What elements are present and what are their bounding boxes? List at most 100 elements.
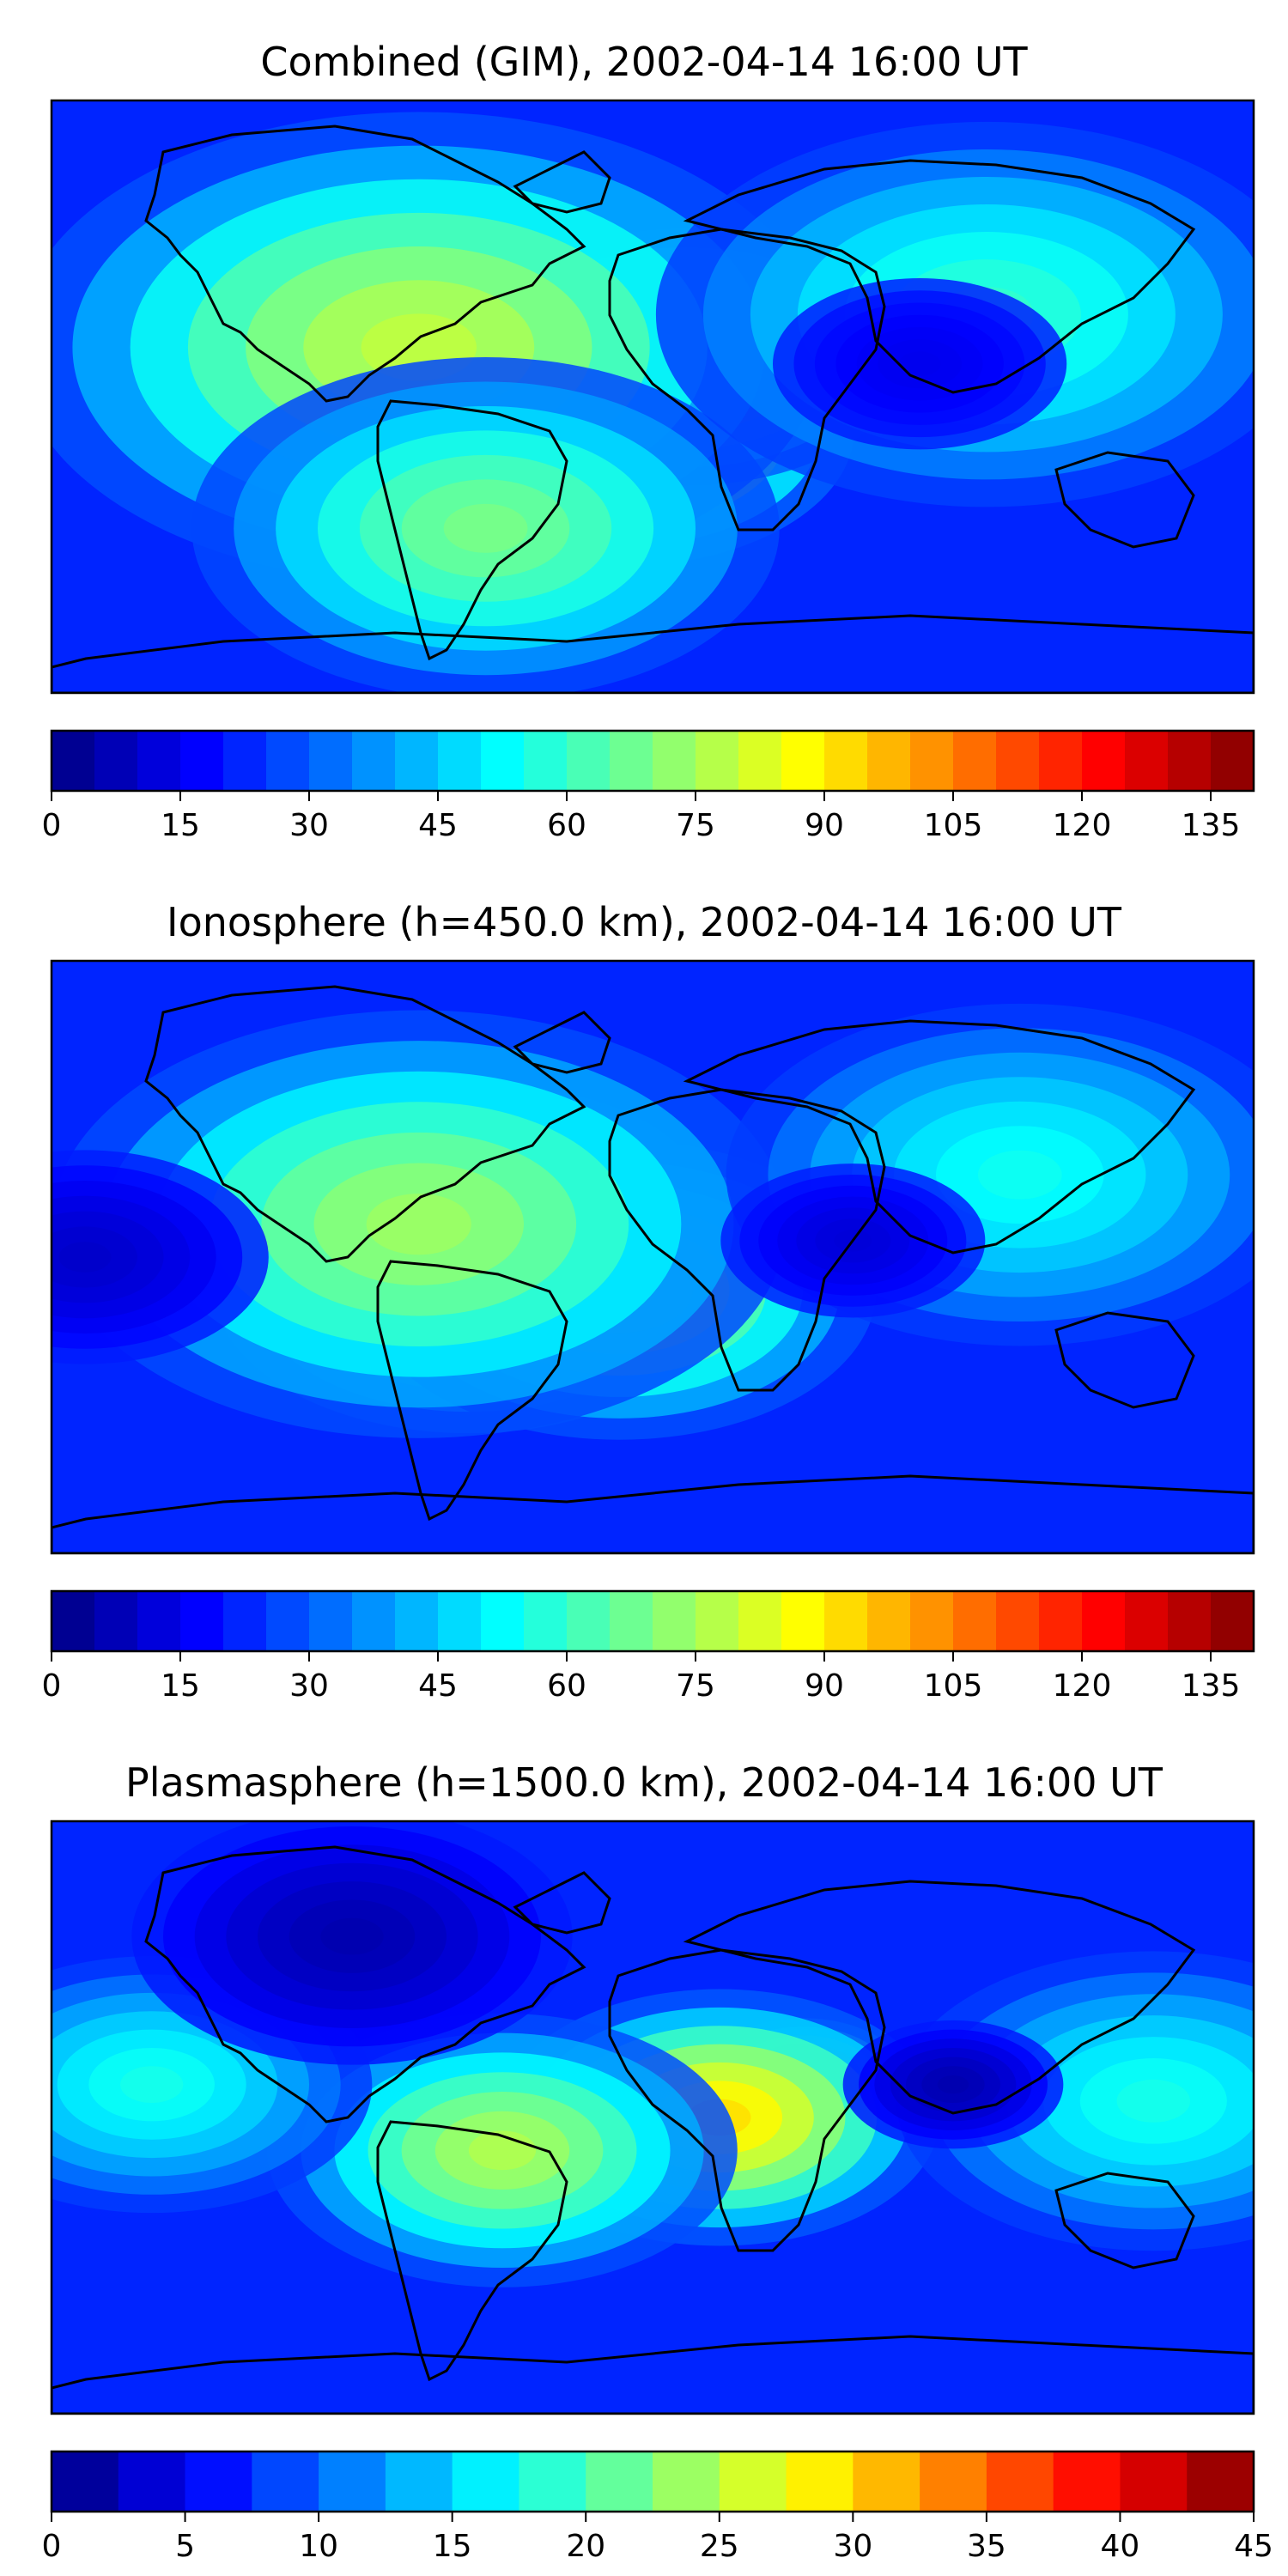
colorbar-segment (137, 731, 181, 791)
colorbar-tick-label: 90 (805, 808, 844, 843)
colorbar-tick-label: 120 (1053, 808, 1112, 843)
field-contour (120, 2066, 184, 2104)
map-field (52, 961, 1254, 1553)
map-frame (50, 959, 1255, 1555)
colorbar-segment (395, 1591, 439, 1651)
colorbar-tick-label: 35 (967, 2529, 1006, 2564)
colorbar-tick-label: 40 (1101, 2529, 1140, 2564)
colorbar-segment (452, 2451, 520, 2512)
colorbar-tick-label: 135 (1182, 808, 1241, 843)
panel-2: Ionosphere (h=450.0 km), 2002-04-14 16:0… (42, 899, 1255, 1704)
colorbar-tick-label: 15 (161, 808, 200, 843)
colorbar-segment (719, 2451, 787, 2512)
colorbar-tick-label: 135 (1182, 1668, 1241, 1704)
colorbar-segment (385, 2451, 453, 2512)
colorbar-segment (94, 1591, 138, 1651)
colorbar-segment (438, 1591, 482, 1651)
colorbar-segment (352, 1591, 396, 1651)
colorbar-segment (653, 1591, 696, 1651)
colorbar-segment (824, 731, 868, 791)
colorbar-tick-label: 15 (161, 1668, 200, 1704)
colorbar-segment (1120, 2451, 1188, 2512)
colorbar-tick-label: 0 (42, 2529, 62, 2564)
colorbar-segment (185, 2451, 252, 2512)
colorbar-segment (319, 2451, 386, 2512)
colorbar: 0 15 30 45 60 75 90 105 120 135 (42, 729, 1255, 843)
colorbar-segment (610, 731, 653, 791)
colorbar-tick-label: 30 (833, 2529, 872, 2564)
colorbar-segment (738, 731, 782, 791)
colorbar-tick-label: 15 (433, 2529, 472, 2564)
colorbar-segment (1053, 2451, 1121, 2512)
colorbar-segment (567, 1591, 611, 1651)
colorbar-segment (352, 731, 396, 791)
panel-title: Plasmasphere (h=1500.0 km), 2002-04-14 1… (125, 1759, 1163, 1806)
colorbar-segment (1125, 731, 1169, 791)
field-contour (898, 351, 941, 376)
colorbar-tick-label: 25 (700, 2529, 739, 2564)
colorbar-segment (94, 731, 138, 791)
colorbar-segment (996, 731, 1040, 791)
colorbar-tick-label: 105 (924, 808, 983, 843)
colorbar-segment (953, 1591, 997, 1651)
colorbar-segment (524, 1591, 568, 1651)
colorbar-segment (781, 731, 825, 791)
colorbar-segment (1039, 1591, 1083, 1651)
colorbar-segment (438, 731, 482, 791)
colorbar-tick-label: 75 (676, 808, 715, 843)
panel-title: Ionosphere (h=450.0 km), 2002-04-14 16:0… (167, 899, 1122, 945)
colorbar-tick-label: 0 (42, 808, 62, 843)
colorbar-tick-label: 105 (924, 1668, 983, 1704)
colorbar-segment (1168, 731, 1212, 791)
field-contour (1116, 2079, 1191, 2123)
colorbar-frame (50, 1589, 1255, 1653)
colorbar-segment (309, 731, 353, 791)
colorbar-segment (118, 2451, 186, 2512)
colorbar-segment (910, 1591, 954, 1651)
colorbar-segment (853, 2451, 920, 2512)
colorbar-tick-label: 45 (1234, 2529, 1273, 2564)
colorbar-tick-label: 120 (1053, 1668, 1112, 1704)
colorbar-segment (1039, 731, 1083, 791)
colorbar-segment (996, 1591, 1040, 1651)
colorbar-segment (986, 2451, 1054, 2512)
colorbar-segment (567, 731, 611, 791)
colorbar-segment (524, 731, 568, 791)
colorbar-segment (696, 1591, 739, 1651)
colorbar-segment (137, 1591, 181, 1651)
colorbar-segment (1211, 731, 1255, 791)
colorbar-tick-label: 45 (418, 808, 458, 843)
colorbar-segment (824, 1591, 868, 1651)
colorbar-segment (52, 1591, 95, 1651)
map-field (52, 100, 1254, 693)
colorbar-segment (653, 731, 696, 791)
panel-3: Plasmasphere (h=1500.0 km), 2002-04-14 1… (42, 1759, 1273, 2564)
colorbar-segment (867, 1591, 911, 1651)
colorbar-segment (653, 2451, 720, 2512)
panel-title: Combined (GIM), 2002-04-14 16:00 UT (260, 39, 1028, 85)
colorbar-segment (867, 731, 911, 791)
colorbar-segment (1187, 2451, 1255, 2512)
colorbar-segment (1168, 1591, 1212, 1651)
colorbar-segment (696, 731, 739, 791)
colorbar-tick-label: 60 (547, 808, 586, 843)
colorbar-tick-label: 10 (299, 2529, 338, 2564)
colorbar-segment (481, 731, 525, 791)
colorbar-segment (786, 2451, 854, 2512)
colorbar-segment (953, 731, 997, 791)
colorbar-segment (1082, 731, 1126, 791)
colorbar-segment (1211, 1591, 1255, 1651)
colorbar-segment (481, 1591, 525, 1651)
colorbar-segment (1125, 1591, 1169, 1651)
colorbar-segment (52, 731, 95, 791)
colorbar-segment (223, 1591, 267, 1651)
colorbar-tick-label: 20 (566, 2529, 605, 2564)
colorbar-tick-label: 0 (42, 1668, 62, 1704)
map-frame (50, 1820, 1255, 2415)
colorbar: 0 15 30 45 60 75 90 105 120 135 (42, 1589, 1255, 1704)
colorbar-segment (781, 1591, 825, 1651)
colorbar-segment (910, 731, 954, 791)
colorbar-segment (309, 1591, 353, 1651)
colorbar: 0 5 10 15 20 25 30 35 40 45 (42, 2450, 1273, 2564)
map-field (52, 1821, 1254, 2414)
